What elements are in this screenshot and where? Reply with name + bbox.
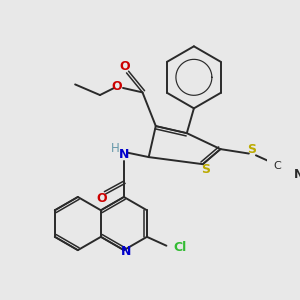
Text: S: S: [247, 142, 256, 156]
Text: O: O: [96, 192, 107, 205]
Text: N: N: [121, 245, 131, 258]
Text: O: O: [119, 60, 130, 73]
Text: O: O: [112, 80, 122, 93]
Text: S: S: [201, 163, 210, 176]
Text: Cl: Cl: [173, 241, 187, 254]
Text: C: C: [273, 161, 281, 171]
Text: N: N: [294, 168, 300, 181]
Text: H: H: [111, 142, 119, 155]
Text: N: N: [119, 148, 129, 161]
